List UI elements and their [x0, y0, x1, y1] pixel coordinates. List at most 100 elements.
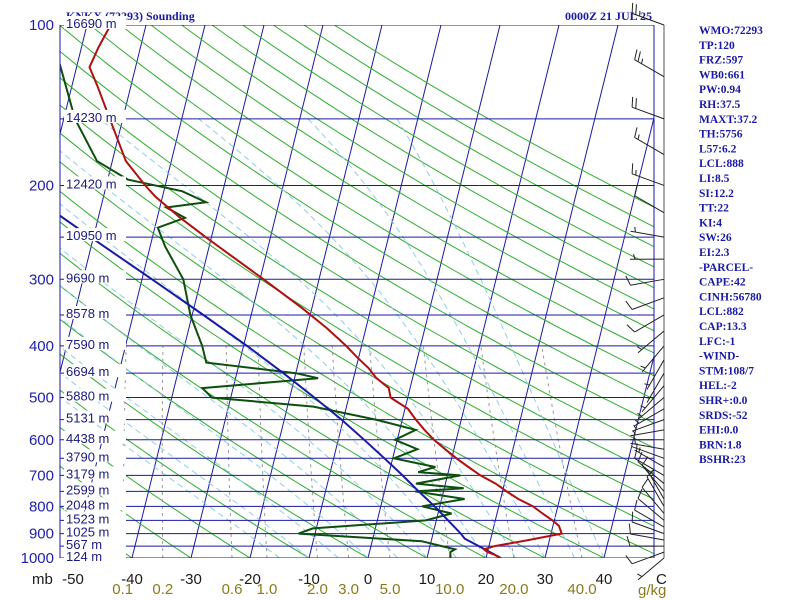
- wind-barb: [634, 448, 665, 476]
- sounding-index-label: LFC:-1: [699, 336, 736, 348]
- sounding-index-label: CAPE:42: [699, 277, 746, 289]
- valid-time: 0000Z 21 JUL 25: [565, 9, 652, 23]
- temperature-tick-label: 30: [537, 571, 554, 588]
- sounding-index-label: MAXT:37.2: [699, 114, 757, 126]
- height-label: 5131 m: [66, 411, 109, 426]
- isotherm-line: [485, 25, 619, 558]
- moist-adiabat-line: [396, 118, 605, 558]
- wind-barb: [629, 254, 665, 260]
- temperature-tick-label: -40: [121, 571, 143, 588]
- moist-adiabat-line: [60, 372, 310, 558]
- mixing-ratio-unit: g/kg: [638, 582, 666, 599]
- sounding-index-label: STM:108/7: [699, 365, 754, 377]
- sounding-index-label: SI:12.2: [699, 188, 734, 200]
- parcel-profile-line: [60, 214, 502, 558]
- plot-area: [60, 25, 654, 558]
- temperature-axis-labels: -50 -40 -30 -20 -10 0 10 20 30 40 C: [62, 571, 667, 588]
- mixing-ratio-label: 0.1: [112, 581, 133, 598]
- wind-barb-column: [625, 2, 665, 581]
- height-label: 4438 m: [66, 431, 109, 446]
- height-label-backdrop: [64, 410, 126, 424]
- height-label-backdrop: [64, 270, 126, 284]
- temperature-tick-label: -20: [239, 571, 261, 588]
- temperature-tick-label: 0: [364, 571, 372, 588]
- wind-barb: [631, 96, 665, 120]
- wind-barb: [625, 275, 665, 286]
- wind-barb: [631, 163, 665, 186]
- sounding-index-label: EI:2.3: [699, 247, 730, 259]
- moist-adiabat-line: [99, 118, 516, 558]
- wind-barb: [644, 372, 665, 403]
- mixing-ratio-label: 2.0: [307, 581, 328, 598]
- wind-barb: [634, 49, 665, 78]
- height-label: 12420 m: [66, 176, 117, 191]
- wind-barb: [628, 523, 665, 541]
- pressure-axis-labels: 100 200 300 400 500 600 700 800 900 1000 mb: [21, 17, 54, 588]
- isotherm-line: [603, 354, 654, 558]
- sounding-index-label: EHI:0.0: [699, 425, 739, 437]
- pressure-tick-label: 900: [29, 526, 54, 543]
- height-label-backdrop: [64, 228, 126, 242]
- mixing-ratio-label: 20.0: [499, 581, 528, 598]
- wind-barb: [631, 2, 665, 26]
- sounding-index-label: LI:8.5: [699, 173, 730, 185]
- isotherm-lines: [60, 25, 654, 558]
- height-label-backdrop: [64, 306, 126, 319]
- height-label-backdrop: [64, 430, 126, 444]
- wind-barb: [637, 397, 665, 420]
- height-label-backdrop: [64, 511, 126, 525]
- height-label: 14230 m: [66, 110, 117, 125]
- wind-barb: [634, 499, 665, 528]
- height-label: 2599 m: [66, 482, 109, 497]
- sounding-profiles: [60, 25, 564, 558]
- sounding-index-label: SHR+:0.0: [699, 395, 748, 407]
- mixing-ratio-label: 10.0: [435, 581, 464, 598]
- wind-barb: [641, 456, 665, 492]
- height-label: 7590 m: [66, 337, 109, 352]
- sounding-index-label: RH:37.5: [699, 99, 740, 111]
- wind-barb: [630, 226, 665, 238]
- pressure-tick-label: 300: [29, 271, 54, 288]
- pressure-tick-label: 1000: [21, 550, 54, 567]
- sounding-index-label: LCL:888: [699, 158, 744, 170]
- height-label: 124 m: [66, 549, 102, 564]
- mixing-ratio-label: 0.2: [152, 581, 173, 598]
- height-label: 10950 m: [66, 228, 117, 243]
- height-label: 1523 m: [66, 511, 109, 526]
- wind-barb: [631, 419, 665, 432]
- temperature-unit-label: C: [656, 571, 667, 588]
- wind-barb: [640, 385, 665, 413]
- sounding-index-label: SRDS:-52: [699, 410, 748, 422]
- temperature-tick-label: -30: [180, 571, 202, 588]
- sounding-index-label: BRN:1.8: [699, 439, 742, 451]
- isotherm-line: [544, 115, 654, 558]
- wind-barb: [631, 511, 665, 535]
- sounding-index-label: TT:22: [699, 203, 729, 215]
- sounding-index-label: -WIND-: [699, 351, 739, 363]
- wind-barb: [634, 447, 665, 468]
- pressure-unit-label: mb: [32, 571, 53, 588]
- wind-barb: [644, 359, 665, 390]
- wind-barb: [634, 408, 665, 427]
- moist-adiabat-line: [307, 118, 575, 558]
- moist-adiabat-line: [60, 203, 457, 558]
- wind-barb: [634, 127, 665, 155]
- height-label: 16690 m: [66, 16, 117, 31]
- sounding-index-label: SW:26: [699, 232, 732, 244]
- wind-barb: [625, 551, 665, 565]
- isotherm-line: [249, 25, 383, 558]
- temperature-profile-line: [88, 25, 564, 558]
- height-label: 9690 m: [66, 270, 109, 285]
- sounding-indices-panel: WMO:72293 TP:120 FRZ:597 WB0:661 PW:0.94 RH:3…: [699, 25, 763, 466]
- pressure-tick-label: 400: [29, 338, 54, 355]
- sounding-index-label: CINH:56780: [699, 291, 762, 303]
- temperature-tick-label: 10: [419, 571, 436, 588]
- height-label-backdrop: [64, 482, 126, 496]
- wind-barb: [641, 478, 665, 514]
- sounding-index-label: FRZ:597: [699, 55, 743, 67]
- height-label: 567 m: [66, 537, 102, 552]
- sounding-index-label: WB0:661: [699, 69, 745, 81]
- mixing-ratio-label: 1.0: [256, 581, 277, 598]
